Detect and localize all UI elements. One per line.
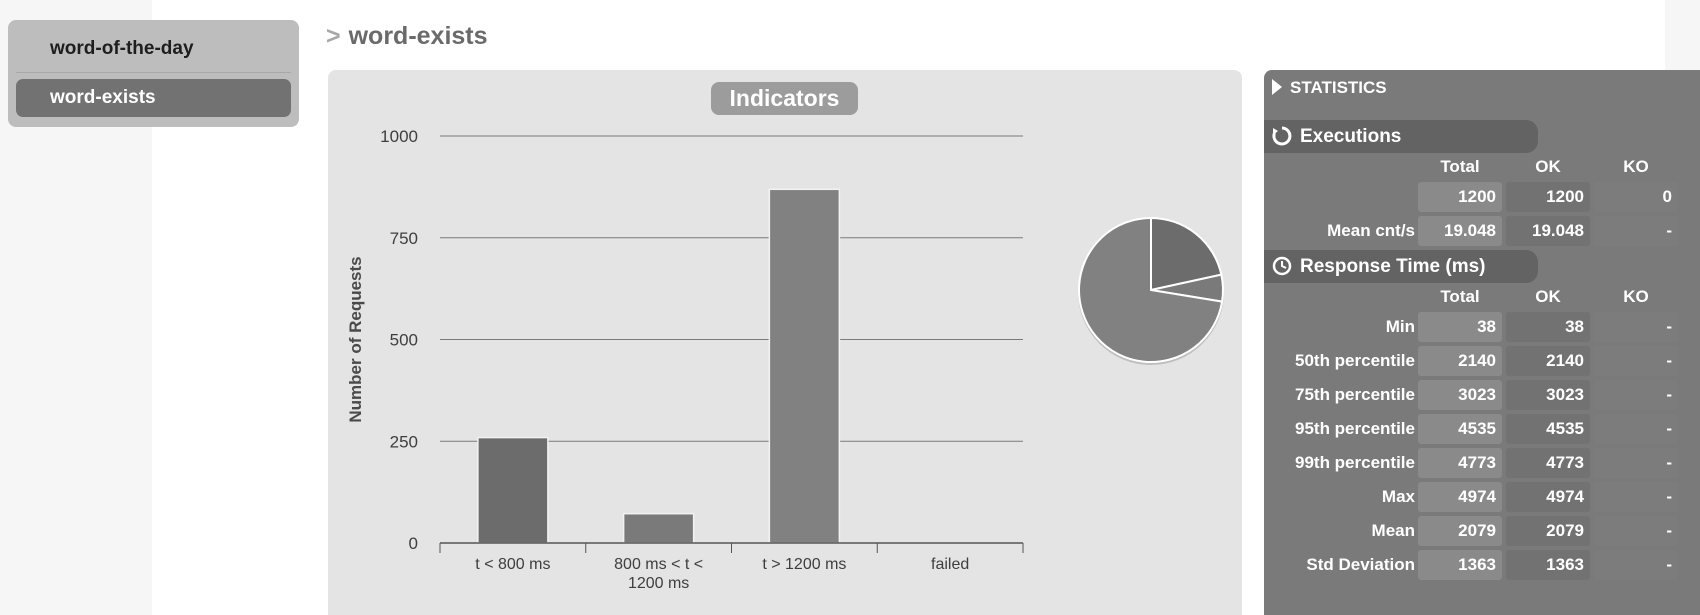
max-ko-value: - xyxy=(1594,482,1678,512)
sidebar-item-word-exists[interactable]: word-exists xyxy=(16,79,291,117)
p50-ko-value: - xyxy=(1594,346,1678,376)
y-axis-label: Number of Requests xyxy=(346,256,365,422)
p95-label: 95th percentile xyxy=(1295,419,1415,438)
min-ok-value: 38 xyxy=(1506,312,1590,342)
expand-triangle-icon[interactable] xyxy=(1272,79,1282,95)
statistics-header[interactable]: STATISTICS xyxy=(1272,78,1387,98)
p95-ok-value: 4535 xyxy=(1506,414,1590,444)
clock-icon xyxy=(1272,256,1292,276)
page-title-text: word-exists xyxy=(348,22,488,50)
std-deviation-ok-value: 1363 xyxy=(1506,550,1590,580)
mean-cnt-ok-value: 19.048 xyxy=(1506,216,1590,246)
executions-col-ko: KO xyxy=(1623,157,1649,176)
executions-ok-value: 1200 xyxy=(1506,182,1590,212)
p95-total-value: 4535 xyxy=(1418,414,1502,444)
sidebar-item-word-of-the-day[interactable]: word-of-the-day xyxy=(50,38,194,59)
executions-section-header: Executions xyxy=(1264,120,1538,153)
p75-total-value: 3023 xyxy=(1418,380,1502,410)
sidebar-divider xyxy=(16,72,291,73)
y-tick-label: 0 xyxy=(409,534,418,553)
statistics-panel: STATISTICS Executions Total OK KO 1200 1… xyxy=(1264,70,1700,615)
max-label: Max xyxy=(1381,487,1415,506)
mean-cnt-total-value: 19.048 xyxy=(1418,216,1502,246)
mean-label: Mean xyxy=(1371,521,1415,540)
refresh-icon xyxy=(1272,126,1292,146)
p99-total-value: 4773 xyxy=(1418,448,1502,478)
p75-ok-value: 3023 xyxy=(1506,380,1590,410)
max-total-value: 4974 xyxy=(1418,482,1502,512)
p75-ko-value: - xyxy=(1594,380,1678,410)
x-tick-label: t > 1200 ms xyxy=(762,556,846,573)
y-tick-label: 1000 xyxy=(380,127,418,146)
x-tick-label: 800 ms < t <1200 ms xyxy=(614,556,703,592)
y-tick-label: 250 xyxy=(390,432,418,451)
y-tick-label: 500 xyxy=(390,331,418,350)
response-col-ok: OK xyxy=(1535,287,1561,306)
std-deviation-label: Std Deviation xyxy=(1306,555,1415,574)
x-tick-label: failed xyxy=(931,556,969,573)
pie-slice-0 xyxy=(1150,216,1223,292)
bar-0 xyxy=(477,436,549,544)
response-time-section-header: Response Time (ms) xyxy=(1264,250,1538,283)
p50-label: 50th percentile xyxy=(1295,351,1415,370)
p75-label: 75th percentile xyxy=(1295,385,1415,404)
min-label: Min xyxy=(1385,317,1415,336)
mean-total-value: 2079 xyxy=(1418,516,1502,546)
executions-col-total: Total xyxy=(1440,157,1480,176)
max-ok-value: 4974 xyxy=(1506,482,1590,512)
y-tick-label: 750 xyxy=(390,229,418,248)
executions-total-value: 1200 xyxy=(1418,182,1502,212)
breadcrumb-marker: > xyxy=(326,22,341,50)
min-ko-value: - xyxy=(1594,312,1678,342)
bar-1 xyxy=(622,512,695,544)
std-deviation-total-value: 1363 xyxy=(1418,550,1502,580)
p50-total-value: 2140 xyxy=(1418,346,1502,376)
mean-cnt-label: Mean cnt/s xyxy=(1327,221,1415,240)
mean-ko-value: - xyxy=(1594,516,1678,546)
bar-2 xyxy=(768,188,841,544)
response-col-total: Total xyxy=(1440,287,1480,306)
executions-title: Executions xyxy=(1300,126,1402,147)
p95-ko-value: - xyxy=(1594,414,1678,444)
p99-ko-value: - xyxy=(1594,448,1678,478)
mean-ok-value: 2079 xyxy=(1506,516,1590,546)
indicators-title: Indicators xyxy=(711,82,858,115)
page-title: > word-exists xyxy=(326,22,488,51)
executions-ko-value: 0 xyxy=(1594,182,1678,212)
statistics-header-label: STATISTICS xyxy=(1290,78,1387,97)
pie-slice-2 xyxy=(1078,216,1224,363)
sidebar: word-of-the-day word-exists xyxy=(8,20,299,127)
p50-ok-value: 2140 xyxy=(1506,346,1590,376)
min-total-value: 38 xyxy=(1418,312,1502,342)
response-col-ko: KO xyxy=(1623,287,1649,306)
x-tick-label: t < 800 ms xyxy=(475,556,550,573)
p99-ok-value: 4773 xyxy=(1506,448,1590,478)
std-deviation-ko-value: - xyxy=(1594,550,1678,580)
p99-label: 99th percentile xyxy=(1295,453,1415,472)
mean-cnt-ko-value: - xyxy=(1594,216,1678,246)
indicators-panel: 0 250 500 750 1000 t < 800 ms 800 ms < t <120… xyxy=(328,70,1242,615)
indicators-chart: 0 250 500 750 1000 t < 800 ms 800 ms < t <120… xyxy=(346,127,1224,592)
response-time-title: Response Time (ms) xyxy=(1300,256,1486,277)
executions-col-ok: OK xyxy=(1535,157,1561,176)
